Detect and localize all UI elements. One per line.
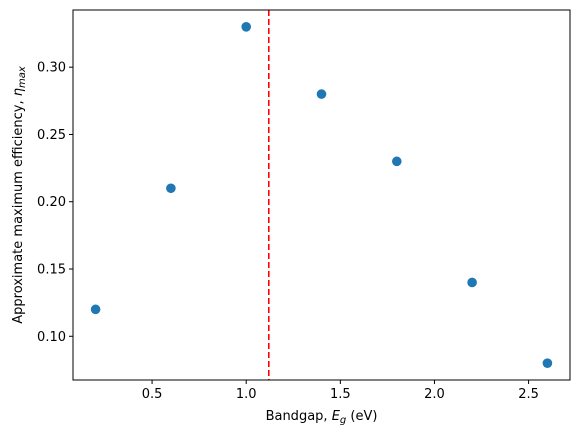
y-axis-label-prefix: Approximate maximum efficiency, (11, 96, 26, 323)
y-tick-label: 0.25 (37, 128, 66, 143)
data-point (392, 156, 402, 167)
data-point (90, 304, 101, 315)
x-axis-label-suffix: (eV) (346, 409, 377, 424)
x-axis: 0.5 1.0 1.5 2.0 2.5 (142, 380, 539, 402)
y-tick-label: 0.15 (37, 263, 66, 278)
plot-frame (72, 9, 571, 381)
plot-background (73, 10, 570, 380)
y-tick-label: 0.30 (37, 61, 66, 76)
x-axis-label-prefix: Bandgap, (266, 409, 332, 424)
data-points (90, 22, 553, 368)
x-tick-label: 2.0 (424, 387, 445, 402)
y-tick-label: 0.20 (37, 195, 66, 210)
x-tick-label: 1.5 (330, 387, 351, 402)
y-tick-label: 0.10 (37, 330, 66, 345)
y-axis-label-subscript: max (17, 66, 28, 88)
x-tick-label: 0.5 (142, 387, 163, 402)
y-axis-label-symbol: η (11, 88, 26, 96)
y-axis-label: Approximate maximum efficiency, ηmax (11, 66, 28, 324)
data-point (467, 277, 477, 288)
data-point (241, 22, 251, 32)
x-axis-label-symbol: E (332, 409, 341, 424)
data-point (542, 358, 553, 368)
y-axis: 0.10 0.15 0.20 0.25 0.30 (37, 61, 73, 345)
data-point (166, 183, 176, 194)
x-axis-label-subscript: g (340, 415, 346, 426)
x-tick-label: 1.0 (236, 387, 257, 402)
data-point (316, 89, 327, 99)
x-axis-label: Bandgap, Eg (eV) (266, 409, 378, 426)
x-tick-label: 2.5 (518, 387, 539, 402)
